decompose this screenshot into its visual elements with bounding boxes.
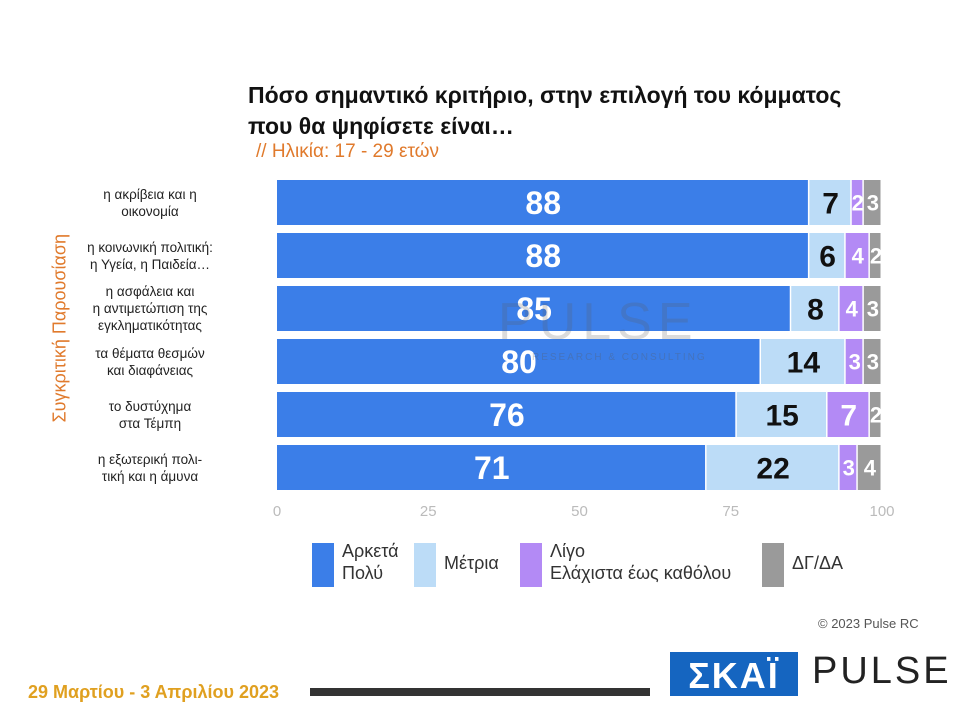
bar-6-series-4 [857, 445, 881, 490]
data-label-3-series-2: 8 [807, 293, 824, 326]
bar-2-series-3 [845, 233, 869, 278]
x-tick-label-2: 25 [420, 503, 437, 520]
bar-4-series-3 [845, 339, 863, 384]
bar-1-series-2 [809, 180, 851, 225]
data-label-1-series-4: 3 [867, 190, 879, 215]
bar-3-series-2 [791, 286, 839, 331]
skai-logo: ΣΚΑΪ [670, 652, 798, 696]
legend-item-4: ΔΓ/ΔΑ [762, 540, 843, 587]
data-label-1-series-3: 2 [852, 190, 864, 215]
legend-label-1: Αρκετά Πολύ [342, 541, 399, 583]
bar-5-series-4 [869, 392, 881, 437]
category-label-4: τα θέματα θεσμών και διαφάνειας [95, 345, 205, 378]
data-label-3-series-1: 85 [516, 291, 552, 327]
chart-subtitle: // Ηλικία: 17 - 29 ετών [256, 141, 440, 162]
bar-1-series-3 [851, 180, 863, 225]
data-label-6-series-2: 22 [756, 452, 789, 485]
category-label-6: η εξωτερική πολι- τική και η άμυνα [97, 451, 203, 484]
data-label-5-series-4: 2 [870, 402, 882, 427]
bar-2-series-2 [809, 233, 845, 278]
data-label-6-series-1: 71 [474, 450, 510, 486]
bar-1-series-4 [863, 180, 881, 225]
data-label-6-series-4: 4 [864, 455, 877, 480]
bar-4-series-4 [863, 339, 881, 384]
category-label-3: η ασφάλεια και η αντιμετώπιση της εγκλημ… [92, 284, 208, 333]
data-label-6-series-3: 3 [843, 455, 855, 480]
data-label-4-series-2: 14 [787, 346, 821, 379]
data-label-3-series-4: 3 [867, 296, 879, 321]
bar-6-series-3 [839, 445, 857, 490]
x-tick-label-3: 50 [571, 503, 588, 520]
data-label-2-series-3: 4 [852, 243, 865, 268]
legend-swatch-1 [312, 543, 334, 587]
bar-3-series-1 [277, 286, 790, 331]
data-label-4-series-1: 80 [501, 344, 537, 380]
data-label-2-series-1: 88 [525, 238, 561, 274]
legend-swatch-3 [520, 543, 542, 587]
legend-label-3: Λίγο Ελάχιστα έως καθόλου [550, 541, 732, 583]
category-label-1: η ακρίβεια και η οικονομία [103, 186, 197, 219]
bar-5-series-2 [736, 392, 827, 437]
data-label-1-series-2: 7 [822, 187, 839, 220]
legend-swatch-2 [414, 543, 436, 587]
category-label-5: το δυστύχημα στα Τέμπη [108, 398, 192, 431]
bar-6-series-1 [277, 445, 706, 490]
data-label-4-series-3: 3 [849, 349, 861, 374]
x-tick-label-4: 75 [722, 503, 739, 520]
bar-2-series-1 [277, 233, 808, 278]
x-tick-label-1: 0 [273, 503, 281, 520]
legend-item-3: Λίγο Ελάχιστα έως καθόλου [520, 540, 731, 587]
legend-item-1: Αρκετά Πολύ [312, 540, 399, 587]
bar-1-series-1 [277, 180, 808, 225]
footer-bar [310, 688, 650, 696]
pulse-logo: PULSE [812, 650, 952, 692]
data-label-5-series-1: 76 [489, 397, 525, 433]
data-label-1-series-1: 88 [525, 185, 561, 221]
data-label-4-series-4: 3 [867, 349, 879, 374]
chart-title: Πόσο σημαντικό κριτήριο, στην επιλογή το… [248, 82, 842, 139]
data-label-5-series-3: 7 [840, 399, 857, 432]
bar-3-series-4 [863, 286, 881, 331]
bar-6-series-2 [706, 445, 839, 490]
legend-swatch-4 [762, 543, 784, 587]
bar-2-series-4 [869, 233, 881, 278]
legend-label-4: ΔΓ/ΔΑ [792, 553, 843, 573]
data-label-5-series-2: 15 [765, 399, 798, 432]
bar-5-series-3 [827, 392, 869, 437]
bar-3-series-3 [839, 286, 863, 331]
pulse-watermark-sub: RESEARCH & CONSULTING [532, 352, 707, 363]
legend-item-2: Μέτρια [414, 540, 499, 587]
x-tick-label-5: 100 [869, 503, 894, 520]
bar-5-series-1 [277, 392, 736, 437]
bar-4-series-1 [277, 339, 760, 384]
data-label-3-series-3: 4 [846, 296, 859, 321]
legend-label-2: Μέτρια [444, 553, 499, 573]
data-label-2-series-4: 2 [870, 243, 882, 268]
legend: Αρκετά Πολύ Μέτρια Λίγο Ελάχιστα έως καθ… [300, 540, 900, 600]
data-label-2-series-2: 6 [819, 240, 836, 273]
copyright: © 2023 Pulse RC [818, 616, 919, 631]
category-label-2: η κοινωνική πολιτική: η Υγεία, η Παιδεία… [87, 239, 213, 272]
bar-4-series-2 [761, 339, 845, 384]
